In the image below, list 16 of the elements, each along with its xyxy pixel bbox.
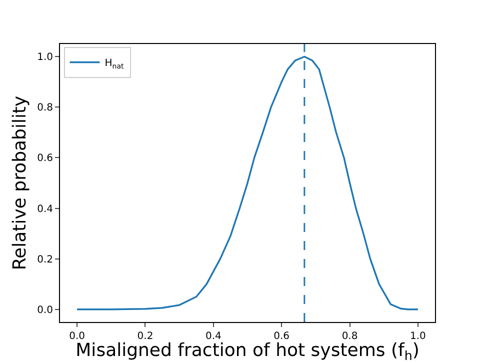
y-tick-label: 0.2: [37, 254, 53, 266]
line-series: [76, 56, 419, 310]
x-tick-label: 0.8: [342, 331, 358, 342]
y-tick-label: 1.0: [37, 52, 53, 64]
legend-label: H$_{nat}$: [104, 58, 124, 70]
x-tick-label: 0.6: [274, 331, 290, 342]
x-axis-title: Misaligned fraction of hot systems (f$_{h}$): [76, 340, 420, 363]
y-tick-label: 0.8: [37, 102, 53, 114]
x-tick-label: 0.2: [137, 331, 154, 342]
x-tick-label: 1.0: [410, 331, 426, 342]
y-tick-label: 0.6: [37, 153, 53, 164]
y-tick-label: 0.0: [37, 304, 53, 316]
y-axis-title: Relative probability: [9, 95, 30, 270]
x-tick-label: 0.4: [205, 331, 222, 342]
x-tick-label: 0.0: [69, 331, 86, 342]
y-tick-label: 0.4: [37, 204, 53, 215]
